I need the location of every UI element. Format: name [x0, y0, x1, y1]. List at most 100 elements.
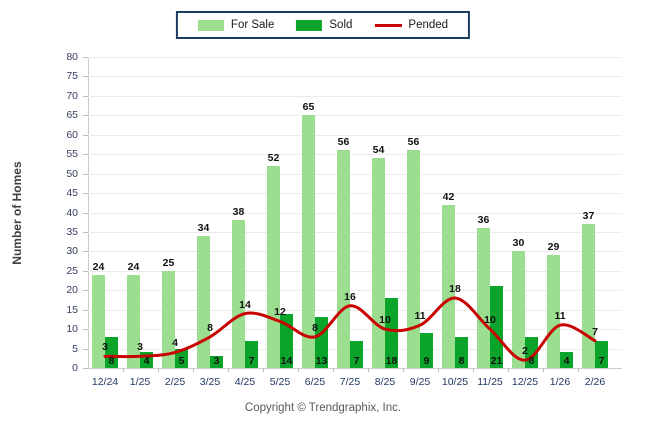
pended-value-label: 10 — [379, 314, 391, 327]
pended-value-label: 12 — [274, 306, 286, 319]
y-tick-mark — [83, 76, 88, 78]
y-tick-label: 80 — [66, 51, 78, 63]
for-sale-bar — [92, 274, 105, 368]
pended-value-label: 3 — [102, 341, 108, 354]
for-sale-bar — [582, 224, 595, 368]
y-tick-mark — [83, 173, 88, 175]
x-tick-label: 3/25 — [199, 376, 221, 388]
y-tick-mark — [83, 212, 88, 214]
for-sale-value-label: 38 — [232, 206, 245, 219]
x-tick-label: 8/25 — [374, 376, 396, 388]
gridline — [88, 309, 622, 311]
y-tick-label: 5 — [72, 342, 78, 355]
gridline — [88, 193, 622, 195]
y-tick-label: 70 — [66, 89, 78, 102]
x-tick-mark — [227, 368, 229, 372]
y-tick-mark — [83, 270, 88, 272]
sold-bar — [245, 340, 258, 368]
legend-label: Pended — [408, 19, 449, 31]
gridline — [88, 134, 622, 136]
sold-value-label: 5 — [178, 355, 185, 367]
x-tick-label: 12/24 — [91, 376, 119, 388]
for-sale-value-label: 34 — [197, 221, 210, 234]
y-tick-label: 10 — [66, 323, 78, 336]
for-sale-bar — [512, 251, 525, 368]
pended-value-label: 3 — [137, 341, 143, 354]
sold-bar — [105, 336, 118, 368]
pended-value-label: 16 — [344, 290, 356, 303]
y-tick-mark — [83, 115, 88, 117]
x-tick-mark — [122, 368, 124, 372]
gridline — [88, 329, 622, 331]
sold-value-label: 7 — [248, 355, 255, 367]
gridline — [88, 57, 622, 58]
legend-label: Sold — [329, 19, 353, 31]
sold-bar — [560, 352, 573, 368]
y-tick-mark — [83, 348, 88, 350]
x-tick-mark — [332, 368, 334, 372]
sold-bar — [210, 356, 223, 368]
sold-value-label: 4 — [563, 355, 570, 367]
sold-bar — [455, 336, 468, 368]
y-tick-mark — [83, 231, 88, 233]
x-tick-label: 1/26 — [549, 376, 571, 388]
y-tick-mark — [83, 57, 88, 58]
for-sale-value-label: 24 — [127, 260, 140, 273]
x-tick-label: 4/25 — [234, 376, 256, 388]
y-tick-label: 65 — [66, 109, 78, 122]
y-tick-label: 30 — [66, 245, 78, 258]
for-sale-value-label: 52 — [267, 151, 280, 164]
pended-value-label: 10 — [484, 314, 496, 327]
y-tick-mark — [83, 329, 88, 331]
for-sale-bar — [477, 228, 490, 368]
for-sale-value-label: 37 — [582, 210, 595, 223]
sold-value-label: 18 — [385, 355, 398, 367]
sold-bar — [490, 286, 503, 368]
y-tick-label: 50 — [66, 167, 78, 180]
for-sale-value-label: 54 — [372, 144, 385, 157]
for-sale-bar — [232, 220, 245, 368]
gridline — [88, 95, 622, 97]
y-tick-label: 45 — [66, 187, 78, 200]
sold-value-label: 14 — [280, 355, 293, 367]
legend-item-for-sale: For Sale — [197, 19, 274, 31]
gridline — [88, 270, 622, 272]
for-sale-bar — [442, 204, 455, 368]
y-tick-mark — [83, 251, 88, 253]
y-tick-label: 0 — [72, 362, 78, 374]
gridline — [88, 173, 622, 175]
x-tick-label: 1/25 — [129, 376, 151, 388]
plot-area — [88, 57, 622, 368]
for-sale-bar — [162, 270, 175, 368]
for-sale-value-label: 29 — [547, 241, 560, 254]
x-tick-mark — [297, 368, 299, 372]
for-sale-value-label: 56 — [337, 136, 350, 149]
x-tick-mark — [472, 368, 474, 372]
sold-value-label: 7 — [598, 355, 605, 367]
gridline — [88, 154, 622, 156]
sold-value-label: 8 — [458, 355, 465, 367]
x-tick-label: 2/25 — [164, 376, 186, 388]
copyright-footer: Copyright © Trendgraphix, Inc. — [244, 402, 402, 414]
y-tick-label: 75 — [66, 70, 78, 83]
y-tick-label: 40 — [66, 206, 78, 219]
y-tick-mark — [83, 368, 88, 369]
legend-item-pended: Pended — [374, 19, 448, 31]
gridline — [88, 76, 622, 78]
gridline — [88, 115, 622, 117]
x-tick-mark — [192, 368, 194, 372]
for-sale-value-label: 65 — [302, 101, 315, 114]
x-axis-line — [88, 368, 622, 369]
y-tick-mark — [83, 309, 88, 311]
sold-value-label: 8 — [108, 355, 115, 367]
y-tick-label: 60 — [66, 128, 78, 141]
x-tick-label: 10/25 — [441, 376, 469, 388]
sold-value-label: 7 — [353, 355, 360, 367]
sold-value-label: 9 — [423, 355, 430, 367]
x-tick-label: 7/25 — [339, 376, 361, 388]
pended-value-label: 7 — [592, 325, 598, 338]
pended-value-label: 4 — [172, 337, 178, 350]
for-sale-bar — [302, 115, 315, 368]
sold-value-label: 3 — [213, 355, 220, 367]
pended-value-label: 8 — [207, 321, 213, 334]
